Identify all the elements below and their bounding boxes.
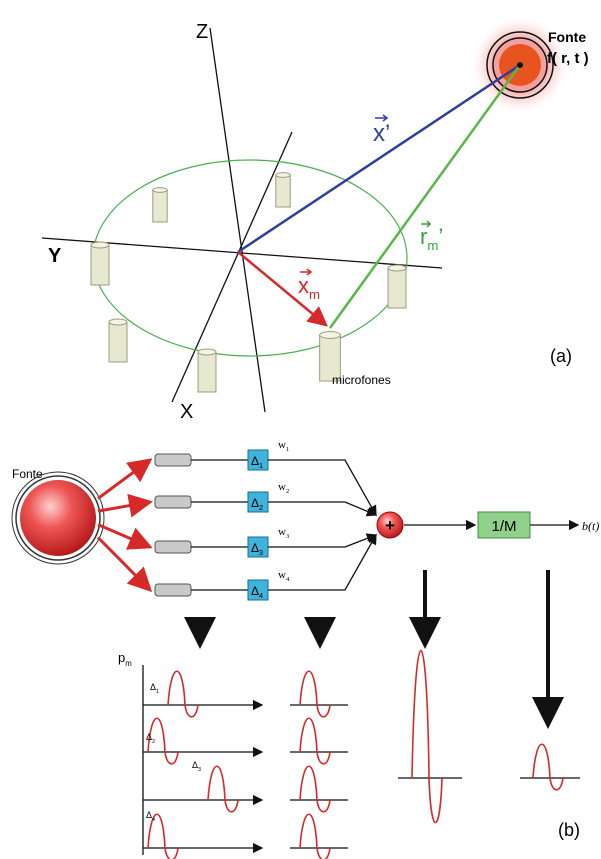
microphone xyxy=(109,322,127,362)
microphone-top xyxy=(388,265,406,271)
output-label: b(t) xyxy=(582,519,599,533)
pulse xyxy=(300,671,330,717)
symbol: w xyxy=(278,526,286,538)
pulse xyxy=(300,718,330,764)
connector xyxy=(268,502,376,515)
symbol: w xyxy=(278,481,286,493)
source-point xyxy=(517,62,523,68)
subscript: 2 xyxy=(259,503,263,512)
vector-label: rm’ xyxy=(420,224,443,253)
source-title: Fonte xyxy=(12,467,43,481)
axis-label: Y xyxy=(48,245,62,267)
pulse xyxy=(300,766,330,812)
microphone xyxy=(198,352,216,392)
source-title: Fonte xyxy=(548,29,586,45)
source-function: f( r, t ) xyxy=(547,50,589,67)
weight-label: w2 xyxy=(278,481,289,495)
symbol: Δ xyxy=(251,584,259,598)
symbol: w xyxy=(278,569,286,581)
vector-label: x’ xyxy=(373,120,390,147)
subscript: 4 xyxy=(286,576,290,583)
microphones-label: microfones xyxy=(332,373,391,387)
source-ray xyxy=(98,460,150,499)
microphone xyxy=(155,584,191,596)
mic-ring xyxy=(93,160,407,356)
source xyxy=(20,480,96,556)
microphone xyxy=(153,190,167,222)
panel-label: (b) xyxy=(558,820,580,840)
panel-label: (a) xyxy=(550,346,572,366)
microphone xyxy=(155,454,191,466)
pulse xyxy=(168,671,198,717)
plot-axis-label: pm xyxy=(118,650,132,668)
microphone-top xyxy=(153,188,167,193)
subscript: 1 xyxy=(259,461,263,470)
pulse xyxy=(533,744,563,790)
pulse xyxy=(300,814,330,859)
source-mic-vector xyxy=(330,65,520,328)
weight-label: w3 xyxy=(278,526,290,540)
weight-label: w1 xyxy=(278,439,289,453)
microphone xyxy=(91,245,109,285)
microphone-top xyxy=(109,319,127,325)
x-axis xyxy=(172,132,292,402)
normalization-label: 1/M xyxy=(491,518,516,535)
axis-label: X xyxy=(180,401,193,423)
subscript: 4 xyxy=(152,817,155,823)
subscript: 3 xyxy=(198,767,201,773)
microphone xyxy=(155,496,191,508)
subscript: 1 xyxy=(156,689,159,695)
microphone xyxy=(155,541,191,553)
vector-label: xm xyxy=(298,273,320,302)
subscript: 1 xyxy=(286,446,289,453)
subscript: 2 xyxy=(286,488,289,495)
microphone xyxy=(276,175,290,207)
plot-delay-label: Δ2 xyxy=(146,732,155,745)
symbol: Δ xyxy=(251,541,259,555)
microphone-top xyxy=(91,242,109,248)
symbol: w xyxy=(278,439,286,451)
panel-a: Z Y X Fonte f( r, t ) x’ rm’ xm microfon… xyxy=(42,15,589,423)
pulse xyxy=(208,766,238,812)
symbol: Δ xyxy=(251,496,259,510)
connector xyxy=(268,535,376,590)
subscript: 3 xyxy=(286,533,290,540)
microphone-top xyxy=(276,173,290,178)
axis-label: Z xyxy=(196,21,208,43)
subscript: 4 xyxy=(259,591,263,600)
subscript: 2 xyxy=(152,739,155,745)
microphone-top xyxy=(320,332,341,339)
microphone-top xyxy=(198,349,216,355)
plot-delay-label: Δ1 xyxy=(150,682,159,695)
signal-plots: Δ1 Δ2 Δ3 Δ4 xyxy=(143,651,580,859)
pulse xyxy=(412,651,442,823)
microphone-array xyxy=(91,173,406,392)
microphone xyxy=(388,268,406,308)
symbol: Δ xyxy=(251,454,259,468)
plot-delay-label: Δ4 xyxy=(146,810,155,823)
figure: Z Y X Fonte f( r, t ) x’ rm’ xm microfon… xyxy=(0,0,601,859)
plot-delay-label: Δ3 xyxy=(192,760,201,773)
source-ray xyxy=(98,502,150,511)
sum-label: + xyxy=(385,516,395,535)
weight-label: w4 xyxy=(278,569,290,583)
subscript: 3 xyxy=(259,548,263,557)
source-ray xyxy=(98,538,150,591)
